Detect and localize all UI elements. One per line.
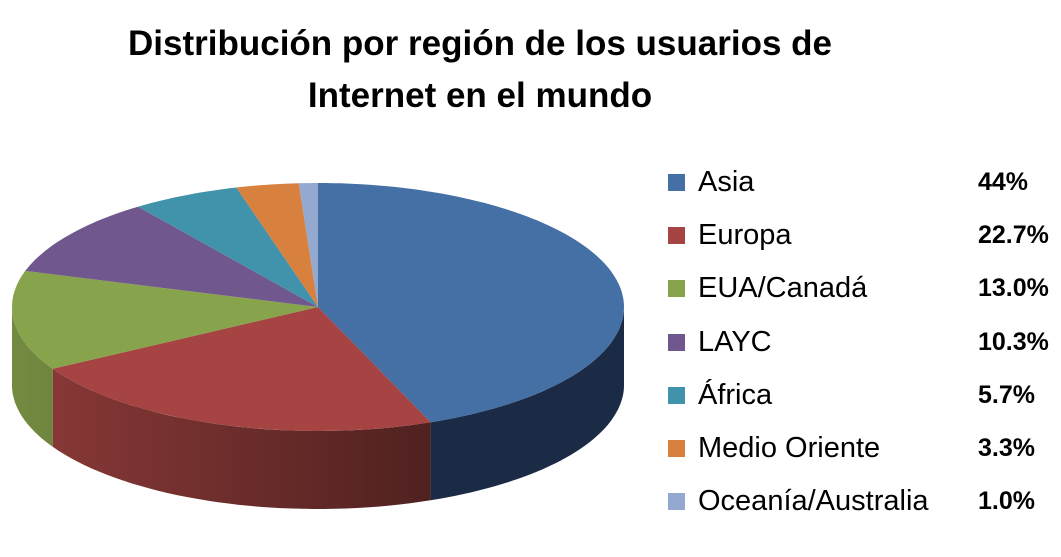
legend-value: 22.7% bbox=[978, 221, 1049, 249]
chart-title-line-1: Distribución por región de los usuarios … bbox=[128, 24, 832, 63]
legend-label: África bbox=[698, 379, 773, 411]
legend-label: LAYC bbox=[698, 326, 772, 358]
pie-slice-eua-canad- bbox=[12, 270, 318, 369]
pie-side-europa bbox=[52, 368, 431, 509]
legend-item-oceania-australia: Oceanía/Australia 1.0% bbox=[668, 477, 1058, 517]
pie-chart-3d bbox=[12, 183, 624, 509]
legend-item-asia: Asia 44% bbox=[668, 158, 1058, 198]
legend-value: 10.3% bbox=[978, 328, 1049, 356]
chart-title-line-2: Internet en el mundo bbox=[307, 76, 653, 115]
legend-value: 44% bbox=[978, 168, 1029, 196]
pie-slice-europa bbox=[52, 307, 431, 431]
legend-label: Asia bbox=[698, 166, 755, 198]
legend-item-layc: LAYC 10.3% bbox=[668, 318, 1058, 358]
legend-value: 1.0% bbox=[978, 487, 1035, 515]
pie-slice--frica bbox=[138, 187, 318, 307]
legend-item-europa: Europa 22.7% bbox=[668, 211, 1058, 251]
legend-item-medio-oriente: Medio Oriente 3.3% bbox=[668, 424, 1058, 464]
legend-item-eua-canada: EUA/Canadá 13.0% bbox=[668, 264, 1058, 304]
pie-side-asia bbox=[430, 307, 624, 501]
pie-slice-ocean-a-australia bbox=[298, 183, 318, 307]
legend-swatch bbox=[668, 174, 685, 191]
legend-swatch bbox=[668, 227, 685, 244]
legend-swatch bbox=[668, 440, 685, 457]
legend-label: Oceanía/Australia bbox=[698, 485, 929, 517]
legend-value: 5.7% bbox=[978, 381, 1035, 409]
legend-swatch bbox=[668, 280, 685, 297]
legend-label: Medio Oriente bbox=[698, 432, 881, 464]
pie-slice-asia bbox=[318, 183, 624, 423]
legend-item-africa: África 5.7% bbox=[668, 371, 1058, 411]
legend-label: Europa bbox=[698, 219, 792, 251]
legend-value: 3.3% bbox=[978, 434, 1035, 462]
legend-label: EUA/Canadá bbox=[698, 272, 868, 304]
legend-value: 13.0% bbox=[978, 274, 1049, 302]
pie-side-eua-canad- bbox=[12, 307, 53, 447]
chart-title: Distribución por región de los usuarios … bbox=[60, 18, 900, 122]
legend-swatch bbox=[668, 334, 685, 351]
pie-slice-medio-oriente bbox=[236, 183, 318, 307]
legend-swatch bbox=[668, 387, 685, 404]
legend-swatch bbox=[668, 493, 685, 510]
pie-slice-layc bbox=[25, 206, 318, 307]
